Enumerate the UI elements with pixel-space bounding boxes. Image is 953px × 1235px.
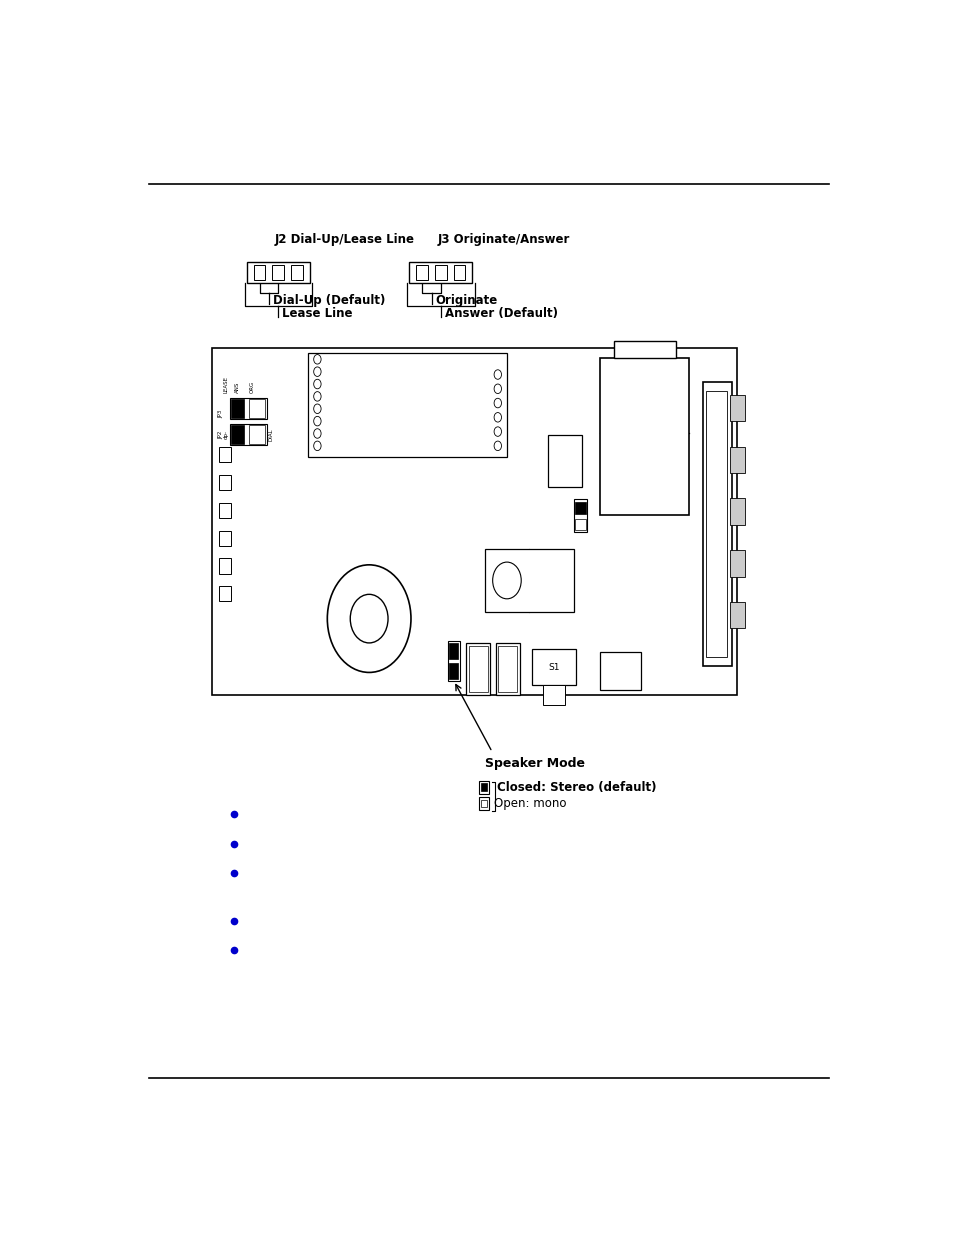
Circle shape bbox=[314, 391, 321, 401]
Bar bbox=[478, 797, 489, 810]
Bar bbox=[705, 391, 726, 657]
Bar bbox=[249, 399, 265, 419]
Bar bbox=[219, 447, 231, 462]
Bar bbox=[291, 266, 302, 280]
Circle shape bbox=[494, 384, 501, 394]
Circle shape bbox=[314, 441, 321, 451]
Text: Closed: Stereo (default): Closed: Stereo (default) bbox=[497, 781, 657, 794]
Bar bbox=[478, 781, 489, 794]
Bar bbox=[542, 685, 564, 704]
Bar bbox=[613, 341, 676, 358]
Bar bbox=[574, 499, 586, 532]
Circle shape bbox=[314, 416, 321, 426]
Circle shape bbox=[494, 441, 501, 451]
Bar bbox=[409, 262, 472, 283]
Bar bbox=[532, 650, 576, 685]
Text: dp-: dp- bbox=[224, 430, 229, 440]
Bar bbox=[497, 646, 517, 692]
Circle shape bbox=[350, 594, 388, 643]
Bar bbox=[230, 399, 267, 420]
Text: Originate: Originate bbox=[435, 294, 497, 306]
Bar bbox=[219, 531, 231, 546]
Bar bbox=[448, 663, 457, 679]
Bar bbox=[575, 503, 585, 514]
Circle shape bbox=[494, 412, 501, 422]
Bar bbox=[575, 519, 585, 530]
Bar bbox=[219, 475, 231, 490]
Bar bbox=[435, 266, 446, 280]
Circle shape bbox=[314, 404, 321, 414]
Text: Answer (Default): Answer (Default) bbox=[444, 308, 557, 320]
Bar bbox=[484, 550, 574, 611]
Text: J3 Originate/Answer: J3 Originate/Answer bbox=[436, 233, 569, 246]
Bar bbox=[496, 642, 519, 695]
Bar bbox=[231, 399, 244, 419]
Text: LEASE: LEASE bbox=[224, 375, 229, 393]
Bar bbox=[247, 262, 310, 283]
Bar bbox=[230, 424, 267, 445]
Circle shape bbox=[314, 429, 321, 438]
Bar bbox=[447, 641, 459, 680]
Bar bbox=[729, 447, 743, 473]
Bar bbox=[253, 266, 265, 280]
Bar bbox=[219, 587, 231, 601]
Bar bbox=[219, 558, 231, 573]
Text: DIAL: DIAL bbox=[268, 429, 273, 441]
Bar bbox=[468, 646, 487, 692]
Circle shape bbox=[314, 367, 321, 377]
Bar bbox=[729, 498, 743, 525]
Bar bbox=[547, 435, 581, 487]
Bar bbox=[480, 783, 487, 792]
Circle shape bbox=[314, 379, 321, 389]
Text: Lease Line: Lease Line bbox=[282, 308, 352, 320]
Text: Open: mono: Open: mono bbox=[494, 797, 566, 810]
Circle shape bbox=[494, 399, 501, 408]
Bar bbox=[729, 395, 743, 421]
Bar bbox=[453, 266, 465, 280]
Circle shape bbox=[494, 427, 501, 436]
Bar bbox=[249, 425, 265, 445]
Bar bbox=[308, 353, 507, 457]
Circle shape bbox=[492, 562, 520, 599]
Text: JP2: JP2 bbox=[218, 431, 224, 438]
Bar bbox=[416, 266, 428, 280]
Text: Dial-Up (Default): Dial-Up (Default) bbox=[273, 294, 385, 306]
Bar bbox=[466, 642, 490, 695]
Text: JP3: JP3 bbox=[218, 410, 224, 417]
Bar bbox=[231, 425, 244, 445]
Text: Speaker Mode: Speaker Mode bbox=[484, 757, 584, 769]
Circle shape bbox=[494, 369, 501, 379]
Bar bbox=[212, 348, 736, 695]
Bar bbox=[599, 652, 640, 690]
Text: ORG: ORG bbox=[250, 380, 254, 393]
Circle shape bbox=[314, 354, 321, 364]
Bar bbox=[729, 550, 743, 577]
Text: ANS: ANS bbox=[234, 382, 240, 393]
Bar bbox=[480, 799, 487, 808]
Bar bbox=[702, 382, 731, 667]
Circle shape bbox=[327, 564, 411, 672]
Text: S1: S1 bbox=[548, 663, 559, 672]
Bar bbox=[448, 642, 457, 658]
Bar bbox=[599, 358, 689, 515]
Text: J2 Dial-Up/Lease Line: J2 Dial-Up/Lease Line bbox=[274, 233, 415, 246]
Bar bbox=[219, 503, 231, 517]
Bar bbox=[729, 601, 743, 629]
Bar bbox=[272, 266, 284, 280]
